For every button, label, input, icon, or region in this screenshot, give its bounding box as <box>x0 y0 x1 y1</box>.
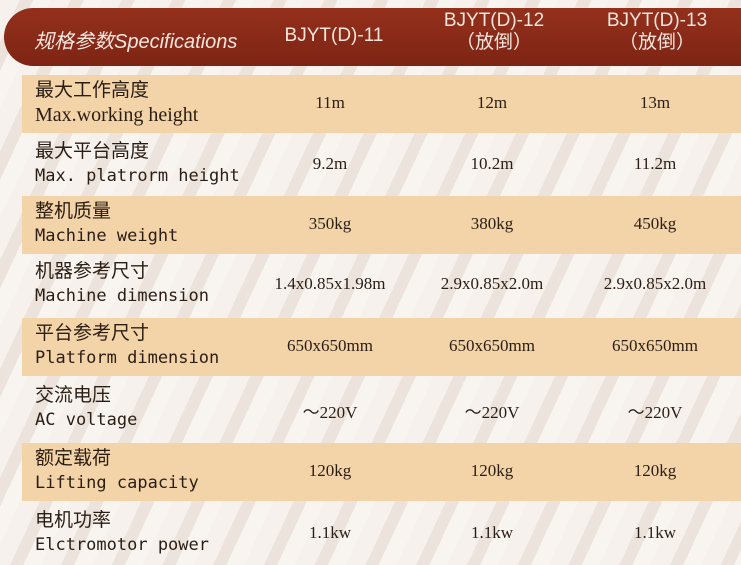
table-row: 交流电压 AC voltage ～220V ～220V ～220V <box>22 380 741 438</box>
label-en: Platform dimension <box>35 348 220 368</box>
label-zh: 交流电压 <box>35 384 112 406</box>
spec-value: 13m <box>639 93 671 112</box>
spec-value: 650x650mm <box>449 336 535 355</box>
spec-value: 11m <box>315 93 345 112</box>
row-label: 最大平台高度 Max. platrorm height <box>35 139 240 189</box>
label-zh: 整机质量 <box>35 200 112 222</box>
table-row: 最大工作高度 Max.working height 11m 12m 13m <box>22 75 741 133</box>
table-row: 平台参考尺寸 Platform dimension 650x650mm 650x650… <box>22 318 741 376</box>
label-en: Machine dimension <box>35 286 209 306</box>
spec-value: 120kg <box>633 461 677 480</box>
row-label: 机器参考尺寸 Machine dimension <box>35 259 209 309</box>
row-label: 最大工作高度 Max.working height <box>35 78 198 128</box>
spec-value: 120kg <box>308 461 352 480</box>
row-label: 交流电压 AC voltage <box>35 383 137 433</box>
spec-value: ～220V <box>464 403 520 422</box>
label-en: Lifting capacity <box>35 473 199 493</box>
table-row: 电机功率 Elctromotor power 1.1kw 1.1kw 1.1kw <box>22 505 741 563</box>
label-zh: 最大工作高度 <box>35 79 150 101</box>
table-row: 机器参考尺寸 Machine dimension 1.4x0.85x1.98m 2.9… <box>22 256 741 314</box>
spec-value: ～220V <box>627 403 683 422</box>
model-name: BJYT(D)-12 <box>443 10 545 31</box>
row-label: 电机功率 Elctromotor power <box>35 508 209 558</box>
label-en: Max. platrorm height <box>35 166 240 186</box>
spec-value: 1.1kw <box>470 523 514 542</box>
spec-value: 9.2m <box>312 154 348 173</box>
label-en: Machine weight <box>35 226 179 246</box>
spec-value: 450kg <box>633 214 677 233</box>
label-en: Max.working height <box>35 104 199 126</box>
table-row: 额定载荷 Lifting capacity 120kg 120kg 120kg <box>22 443 741 501</box>
model-note: （放倒） <box>618 32 695 53</box>
table-row: 最大平台高度 Max. platrorm height 9.2m 10.2m 11.2m <box>22 136 741 194</box>
label-zh: 最大平台高度 <box>35 140 150 162</box>
spec-value: 650x650mm <box>287 336 373 355</box>
spec-value: 350kg <box>308 214 352 233</box>
label-en: Elctromotor power <box>35 535 209 555</box>
spec-value: 380kg <box>470 214 514 233</box>
spec-value: ～220V <box>302 403 358 422</box>
spec-value: 12m <box>476 93 508 112</box>
spec-value: 650x650mm <box>612 336 698 355</box>
model-header: BJYT(D)-11 <box>249 25 419 47</box>
label-en: AC voltage <box>35 410 138 430</box>
spec-value: 1.1kw <box>308 523 352 542</box>
spec-value: 10.2m <box>470 154 514 173</box>
model-note: （放倒） <box>455 32 532 53</box>
model-header: BJYT(D)-12 （放倒） <box>409 10 579 54</box>
model-header: BJYT(D)-13 （放倒） <box>572 10 741 54</box>
row-label: 平台参考尺寸 Platform dimension <box>35 321 219 371</box>
table-row: 整机质量 Machine weight 350kg 380kg 450kg <box>22 196 741 254</box>
row-label: 整机质量 Machine weight <box>35 199 178 249</box>
row-label: 额定载荷 Lifting capacity <box>35 446 199 496</box>
label-zh: 电机功率 <box>35 509 112 531</box>
spec-value: 1.1kw <box>633 523 677 542</box>
label-zh: 平台参考尺寸 <box>35 322 150 344</box>
spec-value: 11.2m <box>633 154 677 173</box>
header-title: 规格参数Specifications <box>34 31 238 53</box>
model-name: BJYT(D)-11 <box>284 25 384 46</box>
spec-value: 120kg <box>470 461 514 480</box>
spec-value: 2.9x0.85x2.0m <box>603 274 707 293</box>
spec-table-header: 规格参数Specifications BJYT(D)-11 BJYT(D)-12… <box>4 8 741 66</box>
model-name: BJYT(D)-13 <box>606 10 708 31</box>
label-zh: 机器参考尺寸 <box>35 260 150 282</box>
label-zh: 额定载荷 <box>35 447 112 469</box>
spec-value: 1.4x0.85x1.98m <box>274 274 386 293</box>
spec-value: 2.9x0.85x2.0m <box>440 274 544 293</box>
